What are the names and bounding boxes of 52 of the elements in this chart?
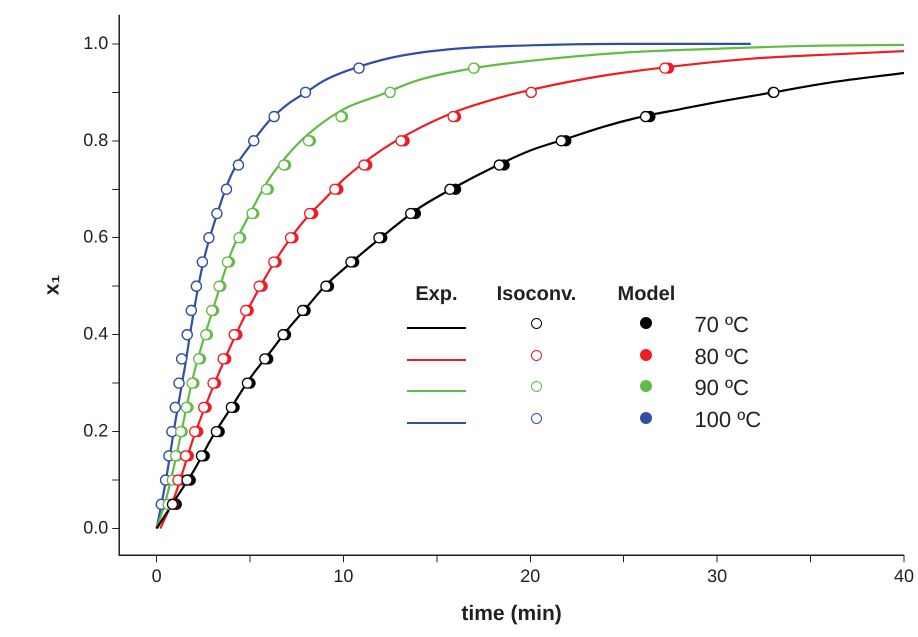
point — [277, 329, 289, 340]
y-tick-label: 0.2 — [83, 420, 108, 441]
point — [358, 159, 370, 171]
point — [659, 62, 670, 74]
y-tick-label: 0.0 — [83, 518, 108, 538]
point — [373, 232, 385, 244]
y-axis-title: x₁ — [40, 274, 64, 296]
y-tick-label: 0.4 — [83, 324, 108, 344]
point — [284, 232, 296, 244]
legend-label: 70 ºC — [693, 311, 750, 340]
point — [329, 184, 340, 195]
x-tick-label: 10 — [333, 566, 354, 586]
x-tick-label: 30 — [707, 566, 728, 586]
legend-label: 80 ºC — [693, 342, 750, 371]
x-tick-label: 40 — [894, 566, 914, 586]
legend-label: 90 ºC — [693, 374, 750, 402]
point — [494, 159, 505, 171]
point — [196, 450, 208, 462]
point — [198, 402, 210, 414]
annotation: Isoconv. — [496, 282, 578, 308]
point — [207, 377, 219, 389]
point — [226, 402, 237, 414]
point — [181, 474, 193, 486]
point — [640, 110, 652, 122]
x-tick-label: 0 — [152, 566, 162, 586]
point — [556, 135, 567, 146]
point — [210, 426, 222, 438]
point — [189, 426, 200, 438]
point — [405, 208, 416, 220]
point — [242, 377, 254, 389]
annotation: Model — [616, 282, 676, 308]
point — [304, 208, 316, 220]
x-axis-title: time (min) — [461, 602, 562, 626]
point — [345, 256, 357, 268]
point — [444, 184, 456, 195]
point — [254, 280, 265, 292]
point — [180, 450, 192, 462]
annotation: Exp. — [414, 282, 459, 308]
point — [395, 135, 407, 146]
point — [259, 353, 270, 365]
y-tick-label: 1.0 — [83, 32, 108, 53]
y-tick-label: 0.6 — [83, 226, 108, 247]
legend-label: 100 ºC — [693, 406, 762, 434]
point — [320, 280, 332, 292]
point — [217, 353, 229, 365]
point — [296, 304, 308, 316]
point — [447, 110, 459, 122]
point — [240, 304, 252, 316]
y-tick-label: 0.8 — [83, 130, 108, 150]
point — [268, 256, 280, 268]
point — [228, 329, 240, 340]
x-tick-label: 20 — [520, 566, 540, 586]
